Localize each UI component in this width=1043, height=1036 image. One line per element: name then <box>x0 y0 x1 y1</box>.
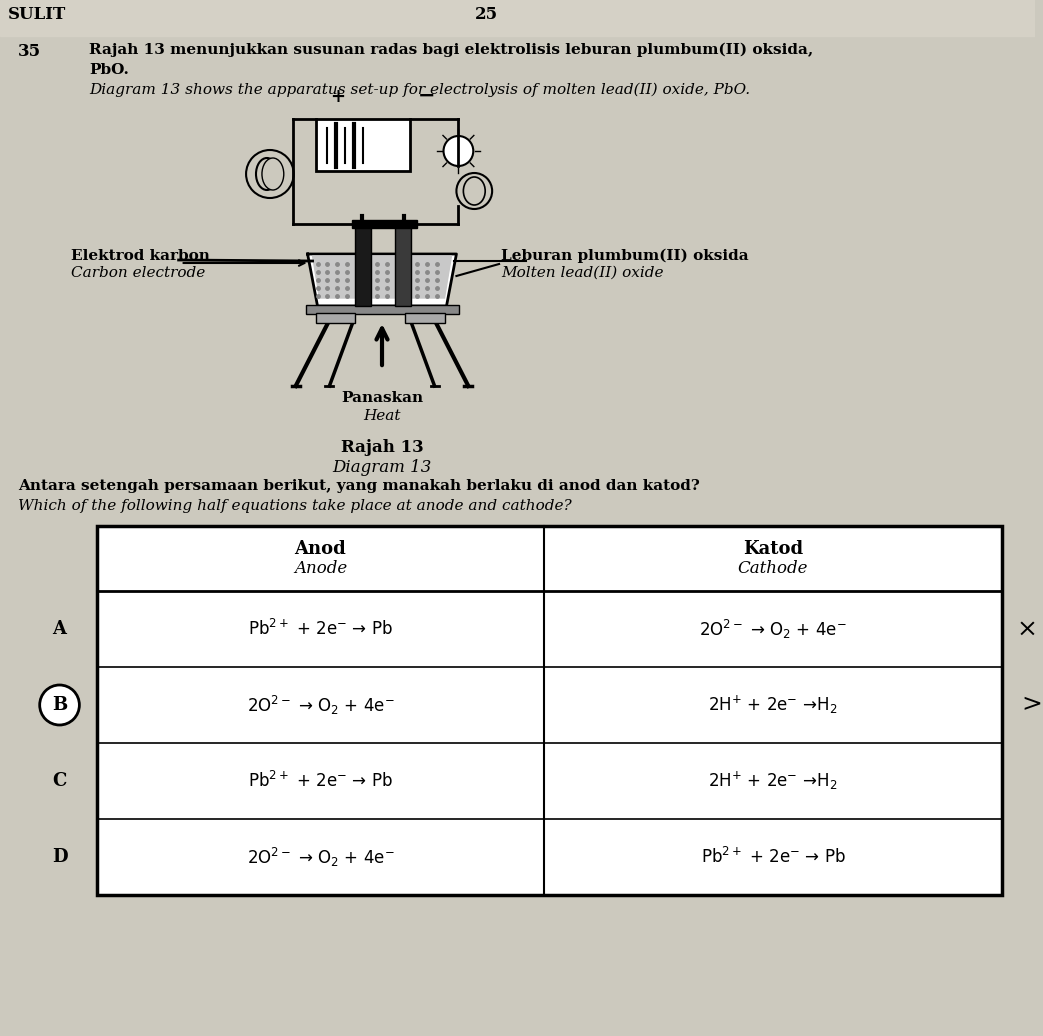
Text: B: B <box>52 696 67 714</box>
Bar <box>97 526 1002 895</box>
Text: Anod: Anod <box>294 540 346 557</box>
Polygon shape <box>308 254 457 306</box>
Text: Diagram 13 shows the apparatus set-up for electrolysis of molten lead(II) oxide,: Diagram 13 shows the apparatus set-up fo… <box>90 83 750 97</box>
Text: Rajah 13: Rajah 13 <box>341 439 423 456</box>
Text: Pb$^{2+}$ + 2e$^{-}$ → Pb: Pb$^{2+}$ + 2e$^{-}$ → Pb <box>701 847 846 867</box>
Text: Antara setengah persamaan berikut, yang manakah berlaku di anod dan katod?: Antara setengah persamaan berikut, yang … <box>18 479 700 493</box>
Circle shape <box>40 685 79 725</box>
Text: 2H$^{+}$ + 2e$^{-}$ →H$_{2}$: 2H$^{+}$ + 2e$^{-}$ →H$_{2}$ <box>708 770 838 793</box>
Circle shape <box>246 150 294 198</box>
Text: 2O$^{2-}$ → O$_{2}$ + 4e$^{-}$: 2O$^{2-}$ → O$_{2}$ + 4e$^{-}$ <box>246 845 394 868</box>
Text: 2O$^{2-}$ → O$_{2}$ + 4e$^{-}$: 2O$^{2-}$ → O$_{2}$ + 4e$^{-}$ <box>699 617 847 640</box>
Text: Katod: Katod <box>743 540 803 557</box>
Text: Leburan plumbum(II) oksida: Leburan plumbum(II) oksida <box>501 249 749 263</box>
Text: D: D <box>52 848 68 866</box>
Text: −: − <box>418 86 435 106</box>
Bar <box>353 220 417 228</box>
Text: Diagram 13: Diagram 13 <box>333 459 432 476</box>
Text: Anode: Anode <box>294 560 347 577</box>
Text: Molten lead(II) oxide: Molten lead(II) oxide <box>501 266 663 280</box>
Ellipse shape <box>262 159 284 190</box>
Text: SULIT: SULIT <box>8 6 66 23</box>
Bar <box>316 119 410 171</box>
Bar <box>395 224 411 306</box>
Bar <box>0 0 1035 36</box>
Text: 2O$^{2-}$ → O$_{2}$ + 4e$^{-}$: 2O$^{2-}$ → O$_{2}$ + 4e$^{-}$ <box>246 693 394 717</box>
Text: Pb$^{2+}$ + 2e$^{-}$ → Pb: Pb$^{2+}$ + 2e$^{-}$ → Pb <box>248 771 393 792</box>
Text: PbO.: PbO. <box>90 63 129 77</box>
Text: Pb$^{2+}$ + 2e$^{-}$ → Pb: Pb$^{2+}$ + 2e$^{-}$ → Pb <box>248 618 393 639</box>
Text: A: A <box>52 620 67 638</box>
Bar <box>316 313 356 323</box>
Text: C: C <box>52 772 67 790</box>
Text: >: > <box>1021 693 1042 717</box>
Polygon shape <box>313 256 452 298</box>
Text: +: + <box>330 88 345 106</box>
Ellipse shape <box>463 177 485 205</box>
Text: 25: 25 <box>475 6 498 23</box>
Text: Which of the following half equations take place at anode and cathode?: Which of the following half equations ta… <box>18 499 572 513</box>
Bar <box>405 313 444 323</box>
Circle shape <box>443 136 474 166</box>
Text: Elektrod karbon: Elektrod karbon <box>71 249 211 263</box>
Ellipse shape <box>256 159 277 190</box>
Text: Rajah 13 menunjukkan susunan radas bagi elektrolisis leburan plumbum(II) oksida,: Rajah 13 menunjukkan susunan radas bagi … <box>90 44 814 57</box>
Text: 35: 35 <box>18 44 41 60</box>
Text: 2H$^{+}$ + 2e$^{-}$ →H$_{2}$: 2H$^{+}$ + 2e$^{-}$ →H$_{2}$ <box>708 694 838 716</box>
Text: Heat: Heat <box>363 409 401 423</box>
Text: Cathode: Cathode <box>737 560 808 577</box>
Bar <box>306 305 459 314</box>
Circle shape <box>457 173 492 209</box>
Text: ×: × <box>1017 617 1038 640</box>
Text: Carbon electrode: Carbon electrode <box>71 266 205 280</box>
Bar <box>356 224 371 306</box>
Text: Panaskan: Panaskan <box>341 391 423 405</box>
